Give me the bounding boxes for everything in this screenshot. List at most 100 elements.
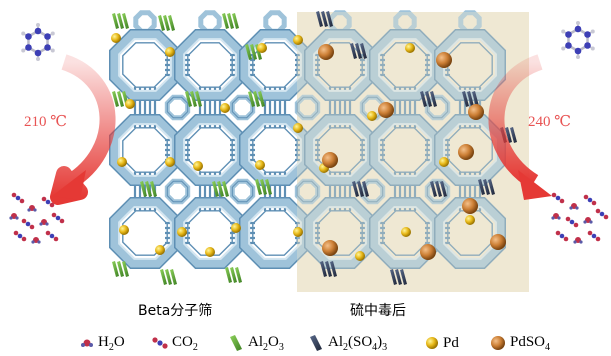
right-reaction-arrow (488, 54, 543, 189)
al2o3-crystal-bar (117, 91, 124, 107)
al2o3-crystal-bar (227, 13, 234, 29)
al2o3-crystal (212, 181, 229, 197)
al2so43-crystal (350, 43, 367, 59)
al2o3-crystal-bar (250, 44, 257, 60)
water-molecule-hydrogen (45, 222, 49, 226)
framework-small-ring-edge (296, 180, 319, 203)
al2so43-crystal-bar (390, 269, 397, 285)
co2-molecule-oxygen (21, 236, 27, 242)
pdso4-particle (318, 44, 334, 60)
pd-particle (220, 103, 230, 113)
al2so43-crystal-bar (440, 181, 447, 197)
water-molecule-hydrogen (27, 208, 31, 212)
carbon-atom (574, 47, 582, 55)
al2so43-crystal-bar (400, 269, 407, 285)
al2o3-crystal-bar (230, 267, 237, 283)
framework-channel-inner (313, 38, 367, 92)
co2-molecule-oxygen (603, 214, 609, 220)
framework-channel-core (122, 127, 168, 173)
al2so43-crystal-bar (472, 91, 479, 107)
al2o3-crystal-bar (217, 181, 224, 197)
water-molecule-hydrogen (9, 216, 13, 220)
hydrogen-atom (561, 46, 566, 51)
pd-particle (193, 161, 203, 171)
legend-item-pdso4: PdSO4 (490, 333, 550, 353)
co2-molecule-oxygen (11, 192, 17, 198)
co2-molecule-oxygen (551, 192, 557, 198)
framework-channel-inner (378, 206, 432, 260)
al2o3-crystal-bar (248, 91, 255, 107)
carbon-atom (34, 49, 42, 57)
al2o3-crystal (112, 13, 129, 29)
al2so43-crystal (462, 91, 479, 107)
framework-small-ring-edge (166, 96, 189, 119)
pd-particle (111, 33, 121, 43)
framework-channel-inner (378, 123, 432, 177)
hydrogen-atom (36, 57, 40, 62)
al2so43-crystal-bar (483, 179, 490, 195)
pd-particle (293, 123, 303, 133)
co2-molecule-icon (152, 337, 168, 349)
co2-molecule-oxygen (573, 222, 579, 228)
framework-channel-core (252, 42, 298, 88)
pd-particle (165, 47, 175, 57)
framework-channel-core (252, 210, 298, 256)
carbon-atom (34, 27, 42, 35)
water-molecule-hydrogen (589, 220, 593, 224)
framework-channel-core (317, 127, 363, 173)
hydrogen-atom (21, 48, 26, 53)
legend-label-co2: CO2 (172, 333, 198, 353)
al2o3-crystal-bar (190, 91, 197, 107)
al2o3-crystal-bar (112, 91, 119, 107)
pd-particle (231, 223, 241, 233)
al2so43-crystal-bar (395, 269, 402, 285)
water-molecule-hydrogen (575, 206, 579, 210)
hydrogen-atom (590, 29, 595, 34)
pd-particle (465, 215, 475, 225)
pdso4-particle (322, 152, 338, 168)
hydrogen-atom (50, 31, 55, 36)
carbon-atom (584, 42, 591, 49)
pd-particle (293, 227, 303, 237)
al2o3-crystal-bar (117, 261, 124, 277)
al2o3-crystal-bar (122, 261, 129, 277)
carbon-atom (25, 33, 32, 40)
co2-molecule-oxygen (555, 230, 561, 236)
products-left-cluster (9, 192, 65, 244)
pdso4-particle (322, 240, 338, 256)
framework-channel-core (382, 42, 428, 88)
pdso4-particle (490, 234, 506, 250)
carbon-atom (44, 44, 51, 51)
legend-item-h2o: H2O (80, 333, 125, 353)
al2o3-crystal-bar (225, 267, 232, 283)
co2-molecule-carbon (49, 233, 55, 239)
left-reaction-arrowhead (52, 170, 86, 200)
al2o3-crystal-bar (265, 179, 272, 195)
al2so43-crystal-bar (425, 91, 432, 107)
al2so43-crystal-bar (326, 11, 333, 27)
al2o3-crystal-bar (112, 13, 119, 29)
al2o3-crystal-bar (222, 181, 229, 197)
pdso4-particle (420, 244, 436, 260)
co2-molecule-oxygen (51, 212, 57, 218)
al2o3-crystal-bar (255, 44, 262, 60)
framework-channel (175, 30, 245, 100)
framework-small-ring-edge (361, 180, 384, 203)
co2-molecule-carbon (599, 211, 605, 217)
al2so43-crystal-bar (435, 181, 442, 197)
co2-molecule-oxygen (583, 194, 589, 200)
framework-channel (370, 115, 440, 185)
hydrogen-atom (21, 31, 26, 36)
framework-top-ring (198, 10, 222, 34)
co2-molecule-carbon (17, 233, 23, 239)
al2o3-crystal-bar (195, 91, 202, 107)
co2-molecule-carbon (591, 233, 597, 239)
framework-small-ring-edge (231, 180, 254, 203)
pd-particle (205, 247, 215, 257)
al2so43-crystal-bar (350, 43, 357, 59)
al2so43-crystal-bar (478, 179, 485, 195)
al2o3-crystal (225, 267, 242, 283)
framework-channel-inner (378, 38, 432, 92)
framework-channel-inner (183, 206, 237, 260)
co2-molecule-oxygen (45, 230, 51, 236)
